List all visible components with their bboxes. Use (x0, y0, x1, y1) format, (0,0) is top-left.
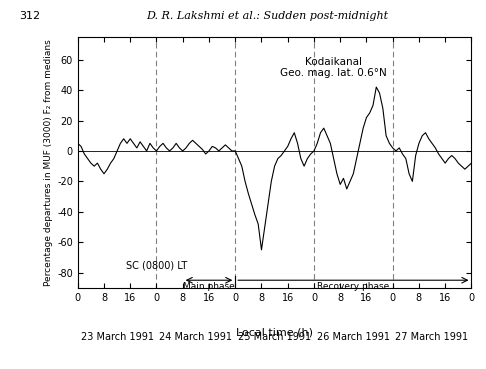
Text: D. R. Lakshmi et al.: Sudden post-midnight: D. R. Lakshmi et al.: Sudden post-midnig… (146, 11, 388, 21)
Text: 27 March 1991: 27 March 1991 (396, 332, 469, 342)
Text: 23 March 1991: 23 March 1991 (81, 332, 154, 342)
Text: 24 March 1991: 24 March 1991 (159, 332, 232, 342)
Y-axis label: Percentage departures in MUF (3000) F₂ from medians: Percentage departures in MUF (3000) F₂ f… (44, 39, 53, 286)
Text: SC (0800) LT: SC (0800) LT (126, 261, 187, 270)
Text: 26 March 1991: 26 March 1991 (317, 332, 390, 342)
Text: Main phase: Main phase (183, 282, 235, 291)
Text: Kodaikanal
Geo. mag. lat. 0.6°N: Kodaikanal Geo. mag. lat. 0.6°N (280, 57, 387, 78)
Text: 312: 312 (19, 11, 40, 21)
X-axis label: Local time (h): Local time (h) (236, 328, 313, 338)
Text: 25 March 1991: 25 March 1991 (238, 332, 311, 342)
Text: Recovery phase: Recovery phase (317, 282, 389, 291)
